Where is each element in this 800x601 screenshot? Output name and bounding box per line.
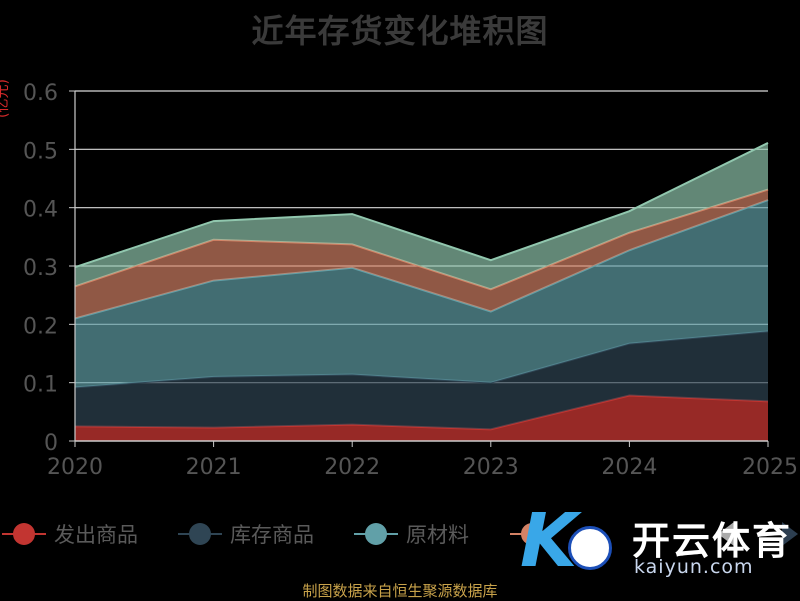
chart-title: 近年存货变化堆积图 <box>251 12 549 50</box>
x-tick-labels: 2020 2021 2022 2023 2024 2025 <box>47 455 798 480</box>
area-series-3 <box>75 189 768 319</box>
x-tick-label: 2024 <box>601 455 657 480</box>
y-tick-label: 0.1 <box>23 373 58 398</box>
legend-label: 发出商品 <box>54 523 138 547</box>
legend-marker <box>510 522 554 546</box>
y-tick-labels: 0 0.1 0.2 0.3 0.4 0.5 0.6 <box>23 81 58 456</box>
legend-item-stock-goods[interactable]: 库存商品 <box>178 516 314 552</box>
series-line-4 <box>74 142 769 269</box>
legend-item-raw-materials[interactable]: 原材料 <box>354 516 469 552</box>
area-series-4 <box>75 142 768 290</box>
area-series-0 <box>75 395 768 441</box>
y-tick-label: 0.3 <box>23 256 58 281</box>
x-tick-label: 2020 <box>47 455 103 480</box>
y-tick-label: 0.4 <box>23 198 58 223</box>
legend-marker <box>2 522 46 546</box>
legend-label: 库存商品 <box>230 523 314 547</box>
watermark-logo: K 开云体育 kaiyun.com <box>512 498 800 584</box>
x-tick-label: 2025 <box>742 455 798 480</box>
y-tick-label: 0.5 <box>23 139 58 164</box>
soccer-ball-icon <box>568 526 612 570</box>
y-tick-label: 0.6 <box>23 81 58 106</box>
axes <box>74 91 769 447</box>
legend-next-page-icon[interactable] <box>782 522 798 546</box>
source-note: 制图数据来自恒生聚源数据库 <box>302 582 498 600</box>
legend-label: 原材料 <box>406 523 469 547</box>
area-series <box>74 142 769 441</box>
legend-item-shipped-goods[interactable]: 发出商品 <box>2 516 138 552</box>
legend-prev-page-icon[interactable] <box>718 522 734 546</box>
legend-item-wip[interactable] <box>510 516 562 552</box>
y-axis-unit-label: (亿元) <box>0 79 11 118</box>
watermark-k-icon: K <box>520 498 578 584</box>
legend-marker <box>354 522 398 546</box>
area-series-1 <box>75 331 768 430</box>
watermark-text: 开云体育 <box>632 519 793 563</box>
watermark-url: kaiyun.com <box>634 556 754 578</box>
x-tick-label: 2021 <box>186 455 242 480</box>
y-tick-label: 0.2 <box>23 314 58 339</box>
x-tick-label: 2023 <box>463 455 519 480</box>
area-series-2 <box>75 200 768 388</box>
legend-marker <box>178 522 222 546</box>
legend: 发出商品 库存商品 原材料 <box>0 516 800 552</box>
x-tick-label: 2022 <box>324 455 380 480</box>
y-tick-label: 0 <box>44 431 58 456</box>
